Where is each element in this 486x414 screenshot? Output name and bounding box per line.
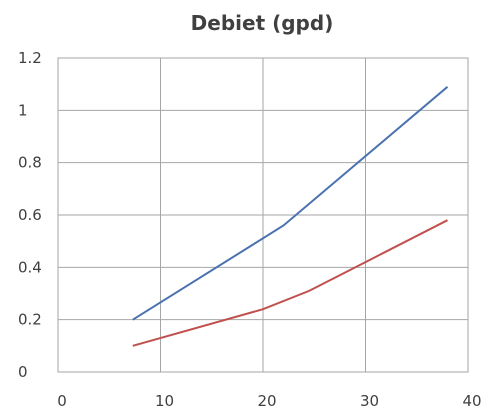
y-tick-label: 0 [18,363,28,381]
y-tick-label: 0.8 [18,154,42,172]
grid [57,57,469,373]
series-line-2 [132,219,448,347]
chart-title: Debiet (gpd) [191,11,334,35]
series-lines [132,86,449,347]
y-tick-label: 1 [18,101,28,119]
y-tick-label: 0.6 [18,206,42,224]
y-axis-ticks: 0 0.2 0.4 0.6 0.8 1 1.2 [18,49,42,381]
y-tick-label: 0.4 [18,258,42,276]
x-axis-ticks: 0 10 20 30 40 [57,392,481,410]
x-tick-label: 30 [360,392,379,410]
x-tick-label: 20 [257,392,276,410]
series-line-1 [132,86,449,321]
x-tick-label: 0 [57,392,67,410]
x-tick-label: 10 [155,392,174,410]
x-tick-label: 40 [462,392,481,410]
y-tick-label: 1.2 [18,49,42,67]
y-tick-label: 0.2 [18,311,42,329]
plot-frame [57,57,469,373]
